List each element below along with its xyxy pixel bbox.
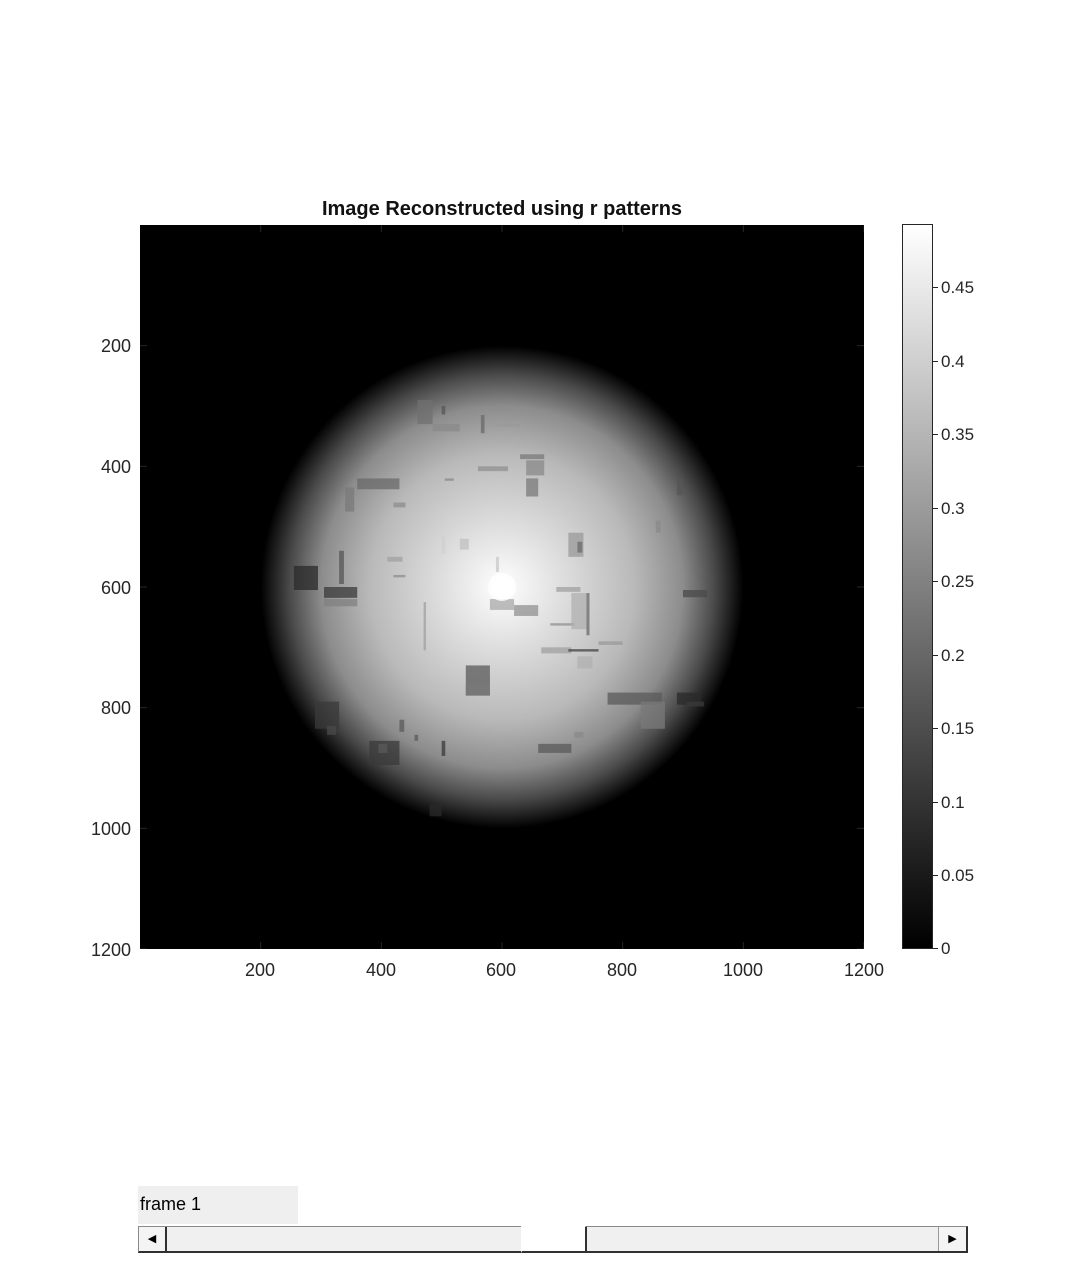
reconstruction-artifact: [520, 454, 545, 460]
reconstruction-artifact: [393, 502, 406, 508]
reconstruction-artifact: [489, 599, 515, 610]
reconstruction-artifact: [571, 593, 587, 630]
reconstruction-artifact: [550, 623, 575, 626]
reconstruction-artifact: [393, 574, 406, 578]
colorbar-label: 0.3: [941, 499, 965, 518]
reconstruction-artifact: [327, 725, 337, 735]
reconstruction-artifact: [495, 556, 499, 572]
reconstruction-artifact: [598, 641, 623, 645]
colorbar-label: 0.35: [941, 425, 975, 444]
reconstruction-artifact: [324, 587, 358, 598]
colorbar-tick: [933, 802, 938, 803]
slider-right-arrow-button[interactable]: ▶: [938, 1227, 966, 1251]
reconstruction-artifact: [556, 587, 581, 592]
colorbar-tick: [933, 948, 938, 949]
colorbar-label: 0.25: [941, 572, 975, 591]
slider-thumb[interactable]: [521, 1226, 587, 1253]
x-tick-label: 1200: [843, 960, 885, 980]
reconstruction-artifact: [432, 424, 460, 432]
reconstruction-artifact: [378, 743, 388, 753]
reconstruction-artifact: [357, 478, 400, 490]
reconstruction-artifact: [514, 605, 539, 616]
y-tick-label: 200: [100, 336, 131, 356]
reconstruction-artifact: [640, 701, 665, 729]
y-tick-label: 1000: [90, 819, 131, 839]
reconstruction-artifact: [441, 406, 446, 415]
reconstruction-artifact: [526, 478, 539, 497]
colorbar-label: 0.15: [941, 719, 975, 738]
reconstruction-artifact: [429, 804, 442, 817]
reconstruction-artifact: [339, 550, 344, 584]
reconstruction-artifact: [441, 535, 446, 554]
reconstruction-artifact: [676, 478, 683, 496]
colorbar-label: 0.05: [941, 866, 975, 885]
x-tick-label: 1000: [722, 960, 764, 980]
reconstruction-artifact: [541, 647, 572, 654]
reconstruction-artifact: [387, 556, 403, 562]
reconstruction-artifact: [683, 590, 708, 598]
frame-label: frame 1: [138, 1186, 298, 1224]
reconstructed-image: [140, 225, 864, 949]
reconstruction-artifact: [314, 701, 340, 729]
x-tick-label: 200: [244, 960, 276, 980]
colorbar-tick: [933, 728, 938, 729]
reconstruction-artifact: [324, 599, 358, 607]
colorbar-tick: [933, 875, 938, 876]
reconstruction-artifact: [423, 602, 426, 651]
colorbar: [902, 224, 933, 949]
colorbar-label: 0: [941, 939, 951, 958]
y-tick-label: 800: [100, 698, 131, 718]
plot-title: Image Reconstructed using r patterns: [321, 198, 683, 220]
reconstruction-artifact: [417, 399, 433, 425]
reconstruction-artifact: [477, 466, 509, 472]
peak-highlight: [488, 573, 516, 601]
colorbar-tick: [933, 581, 938, 582]
reconstruction-artifact: [441, 740, 446, 756]
reconstruction-artifact: [293, 565, 318, 591]
y-tick-label: 600: [100, 578, 131, 598]
colorbar-tick: [933, 287, 938, 288]
reconstruction-artifact: [526, 460, 545, 476]
reconstruction-artifact: [444, 478, 454, 481]
colorbar-tick: [933, 655, 938, 656]
colorbar-label: 0.2: [941, 646, 965, 665]
colorbar-label: 0.45: [941, 278, 975, 297]
colorbar-label: 0.1: [941, 793, 965, 812]
x-tick-label: 400: [365, 960, 397, 980]
y-tick-label: 400: [100, 457, 131, 477]
frame-slider[interactable]: ◀ ▶: [138, 1226, 968, 1253]
reconstruction-artifact: [574, 731, 584, 738]
image-axes: [140, 225, 864, 949]
reconstruction-artifact: [686, 701, 705, 707]
reconstruction-artifact: [586, 593, 590, 636]
reconstruction-artifact: [655, 520, 661, 533]
colorbar-tick: [933, 508, 938, 509]
colorbar-tick: [933, 361, 938, 362]
right-arrow-icon: ▶: [948, 1233, 957, 1245]
reconstruction-artifact: [465, 683, 490, 696]
x-tick-label: 800: [606, 960, 638, 980]
x-tick-label: 600: [485, 960, 517, 980]
colorbar-label: 0.4: [941, 352, 965, 371]
colorbar-tick: [933, 434, 938, 435]
reconstruction-artifact: [495, 424, 521, 427]
y-tick-label: 1200: [90, 940, 131, 960]
slider-left-arrow-button[interactable]: ◀: [139, 1227, 167, 1251]
left-arrow-icon: ◀: [147, 1233, 157, 1245]
reconstruction-artifact: [399, 719, 405, 732]
reconstruction-artifact: [480, 415, 485, 434]
reconstruction-artifact: [577, 656, 593, 669]
reconstruction-artifact: [577, 541, 583, 553]
reconstruction-artifact: [459, 538, 469, 550]
reconstruction-artifact: [568, 649, 599, 652]
reconstruction-artifact: [345, 487, 355, 512]
reconstruction-artifact: [414, 734, 419, 741]
reconstruction-artifact: [538, 743, 572, 753]
